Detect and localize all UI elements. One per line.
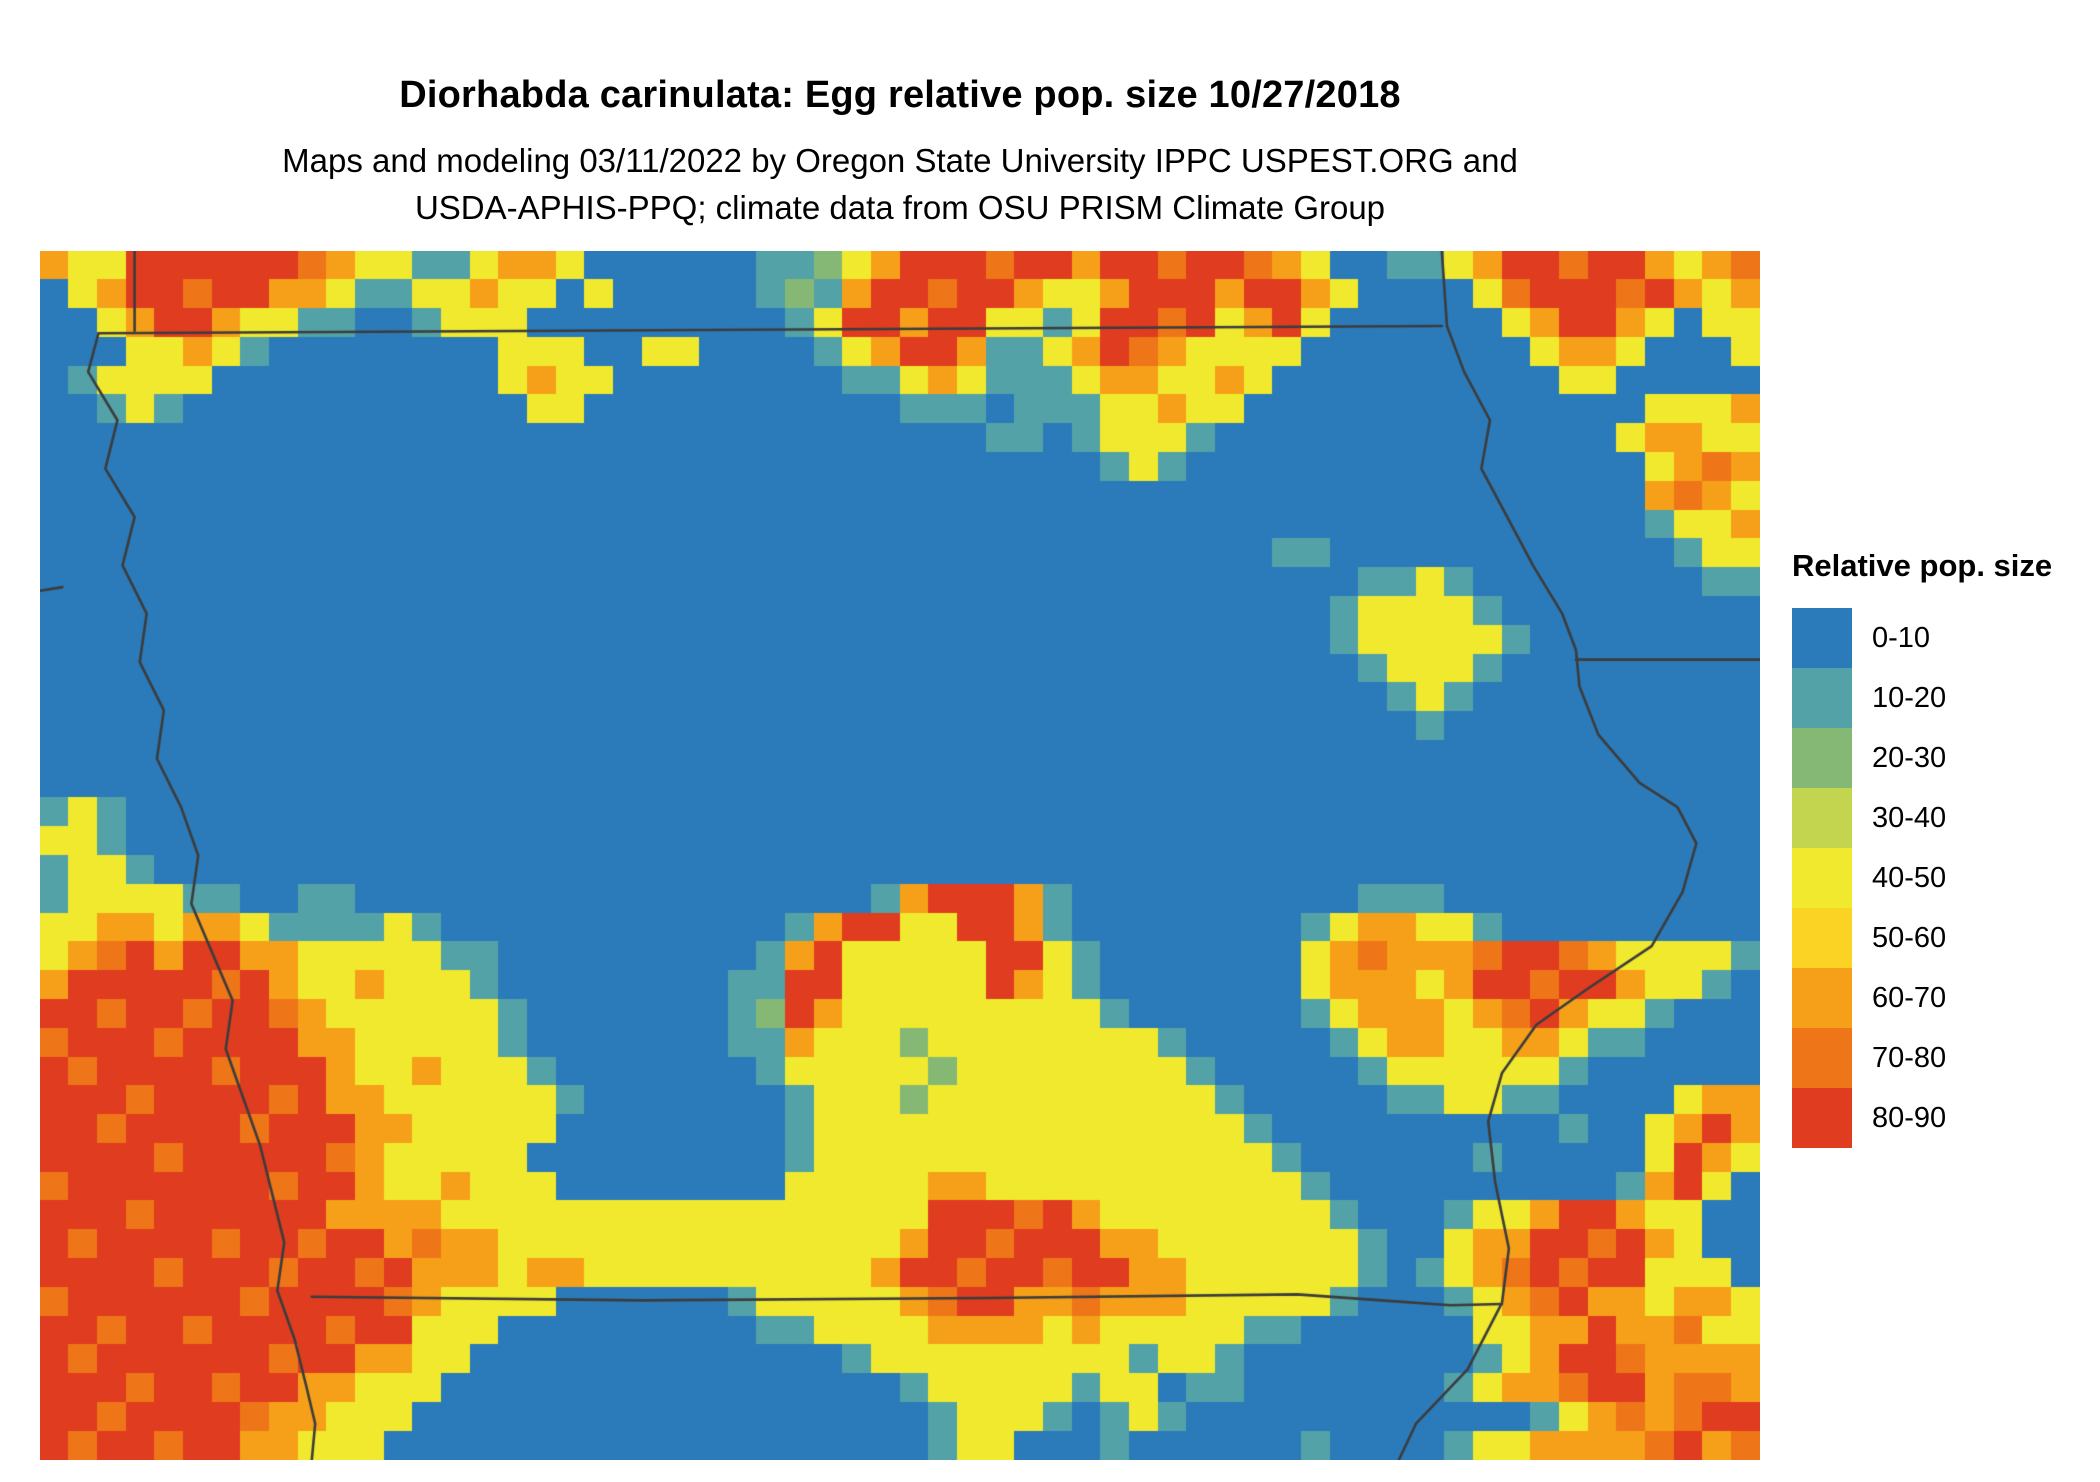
legend-item: 50-60: [1792, 908, 2052, 968]
legend-swatch-60-70: [1792, 968, 1852, 1028]
legend-label: 70-80: [1872, 1041, 1947, 1074]
legend-title: Relative pop. size: [1792, 548, 2053, 583]
legend-label: 0-10: [1872, 621, 1931, 654]
legend-label: 40-50: [1872, 861, 1947, 894]
legend-swatch-10-20: [1792, 668, 1852, 728]
legend-label: 10-20: [1872, 681, 1947, 714]
legend-swatch-20-30: [1792, 728, 1852, 788]
legend-label: 60-70: [1872, 981, 1947, 1014]
legend: Relative pop. size 0-10 10-20 20-30 30-4…: [1792, 548, 2052, 1148]
legend-swatch-80-90: [1792, 1088, 1852, 1148]
legend-swatch-40-50: [1792, 848, 1852, 908]
map-title: Diorhabda carinulata: Egg relative pop. …: [399, 74, 1401, 116]
legend-label: 80-90: [1872, 1101, 1947, 1134]
legend-item: 80-90: [1792, 1088, 2052, 1148]
map-subtitle-line1: Maps and modeling 03/11/2022 by Oregon S…: [282, 142, 1518, 179]
map-subtitle: Maps and modeling 03/11/2022 by Oregon S…: [40, 138, 1760, 232]
legend-label: 30-40: [1872, 801, 1947, 834]
legend-swatch-0-10: [1792, 608, 1852, 668]
legend-swatch-70-80: [1792, 1028, 1852, 1088]
legend-item: 40-50: [1792, 848, 2052, 908]
population-raster-map: [40, 251, 1760, 1460]
map-canvas: [40, 251, 1760, 1460]
legend-swatch-30-40: [1792, 788, 1852, 848]
legend-item: 70-80: [1792, 1028, 2052, 1088]
map-subtitle-line2: USDA-APHIS-PPQ; climate data from OSU PR…: [414, 188, 1386, 226]
legend-item: 10-20: [1792, 668, 2052, 728]
legend-item: 60-70: [1792, 968, 2052, 1028]
legend-swatch-50-60: [1792, 908, 1852, 968]
legend-item: 30-40: [1792, 788, 2052, 848]
legend-item: 0-10: [1792, 608, 2052, 668]
legend-label: 20-30: [1872, 741, 1947, 774]
legend-item: 20-30: [1792, 728, 2052, 788]
legend-label: 50-60: [1872, 921, 1947, 954]
